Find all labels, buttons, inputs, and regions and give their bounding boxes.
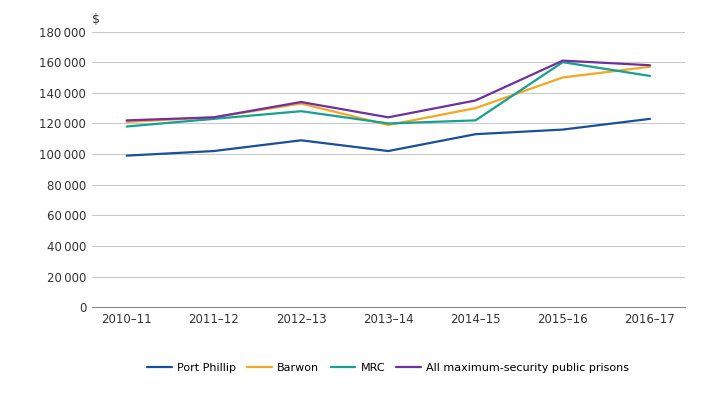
Barwon (472, 106, 480, 110)
Barwon (384, 123, 393, 127)
Port Phillip (558, 127, 567, 132)
MRC (558, 60, 567, 65)
All maximum-security public prisons (472, 98, 480, 103)
Line: Barwon: Barwon (126, 67, 650, 125)
MRC (210, 117, 218, 121)
Port Phillip (210, 149, 218, 153)
Barwon (646, 64, 654, 69)
All maximum-security public prisons (122, 118, 131, 123)
Line: All maximum-security public prisons: All maximum-security public prisons (126, 61, 650, 121)
MRC (122, 124, 131, 129)
Line: Port Phillip: Port Phillip (126, 119, 650, 156)
MRC (384, 121, 393, 126)
Port Phillip (122, 153, 131, 158)
Port Phillip (297, 138, 305, 143)
Barwon (210, 115, 218, 120)
All maximum-security public prisons (558, 58, 567, 63)
Line: MRC: MRC (126, 62, 650, 126)
Port Phillip (472, 132, 480, 137)
Barwon (558, 75, 567, 80)
MRC (472, 118, 480, 123)
Port Phillip (646, 117, 654, 121)
All maximum-security public prisons (297, 100, 305, 104)
Barwon (122, 119, 131, 124)
Barwon (297, 101, 305, 106)
All maximum-security public prisons (646, 63, 654, 68)
All maximum-security public prisons (384, 115, 393, 120)
MRC (297, 109, 305, 113)
Legend: Port Phillip, Barwon, MRC, All maximum-security public prisons: Port Phillip, Barwon, MRC, All maximum-s… (148, 362, 629, 372)
Port Phillip (384, 149, 393, 153)
MRC (646, 74, 654, 78)
Text: $: $ (92, 13, 100, 26)
All maximum-security public prisons (210, 115, 218, 120)
